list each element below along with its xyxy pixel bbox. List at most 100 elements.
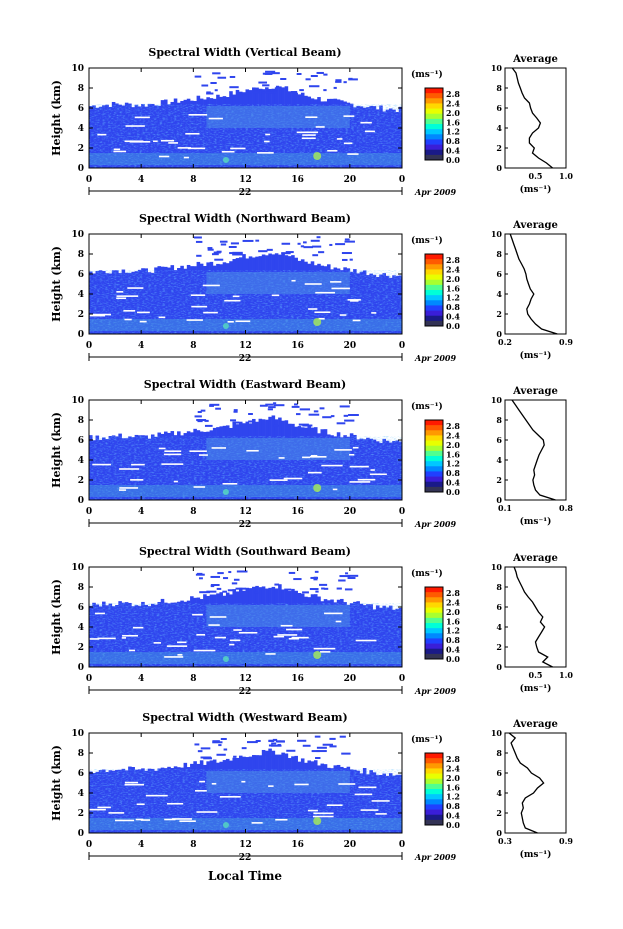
panel-4: Spectral Width (Southward Beam)0 4 8 12 16 20… [50,545,573,697]
heatmap-gap [145,794,168,797]
heatmap-gap [313,647,336,650]
colorbar-swatch [425,466,443,472]
heatmap-gap [338,783,356,785]
colorbar-frame [424,752,444,826]
heatmap-gap [264,140,270,143]
heatmap-gap [89,314,105,317]
heatmap-scatter-upper [217,76,227,79]
avg-frame [504,566,567,668]
avg-x-tick-label: 1.0 [559,171,573,181]
heatmap-gap [122,634,139,637]
heatmap-scatter-upper [344,238,350,241]
avg-x-tick-label: 0.1 [498,503,512,513]
heatmap-gap [332,488,338,491]
heatmap-scatter-upper [286,749,296,752]
heatmap-layer-mid [206,438,350,460]
heatmap-scatter-upper [215,407,221,410]
heatmap-scatter-upper [316,746,327,749]
heatmap-scatter-upper [308,413,320,416]
colorbar-tick-label: 1.6 [446,449,460,459]
heatmap-scatter-upper [274,583,280,586]
heatmap-scatter-upper [242,239,254,242]
y-tick-label: 2 [78,144,84,154]
heatmap-gap [153,140,158,143]
heatmap-gap [271,294,280,297]
heatmap-gap [305,116,318,118]
y-tick-label: 8 [78,84,84,94]
colorbar-tick-label: 1.2 [446,459,460,469]
heatmap-gap [227,321,234,323]
avg-x-tick-label: 0.5 [529,171,543,181]
heatmap-scatter-upper [271,742,277,745]
heatmap-scatter-upper [249,91,260,94]
heatmap-gap [189,450,207,452]
heatmap-scatter-upper [299,89,304,92]
heatmap-gap [128,649,136,652]
heatmap-gap [371,800,390,802]
heatmap-scatter-upper [233,409,238,412]
heatmap-scatter-upper [194,415,202,418]
colorbar-tick-label: 2.8 [446,89,460,99]
heatmap-scatter-upper [200,409,206,412]
heatmap-hotspot [222,656,229,662]
heatmap-field [89,402,403,500]
heatmap-gap [168,142,178,144]
colorbar-swatch [425,300,443,306]
colorbar-swatch [425,768,443,774]
x-tick-label: 0 [399,341,405,351]
colorbar-swatch [425,88,443,94]
colorbar-tick-label: 1.6 [446,283,460,293]
heatmap-gap [188,114,208,116]
heatmap-scatter-upper [296,72,302,75]
heatmap-gap [125,125,145,127]
heatmap-scatter-upper [216,250,222,253]
colorbar-swatch [425,420,443,426]
x-tick-label: 4 [138,507,144,517]
heatmap-gap [199,780,206,783]
y-axis-label: Height (km) [50,246,63,322]
heatmap-gap [347,299,361,301]
heatmap-scatter-upper [348,77,353,80]
heatmap-gap [273,635,285,638]
heatmap-scatter-upper [275,85,280,88]
colorbar-tick-label: 2.0 [446,607,460,617]
avg-y-tick-label: 0 [496,495,502,505]
avg-frame [504,399,567,501]
avg-y-tick-label: 6 [496,103,502,113]
colorbar-swatch [425,274,443,281]
colorbar-tick-label: 2.8 [446,754,460,764]
heatmap-gap [192,613,203,616]
heatmap-gap [352,319,361,322]
heatmap-scatter-upper [211,253,219,256]
heatmap-gap [116,295,139,297]
heatmap-scatter-upper [206,590,217,593]
colorbar-tick-label: 0.4 [446,645,460,655]
heatmap-gap [119,487,139,489]
heatmap-scatter-upper [218,744,222,747]
heatmap-scatter-upper [344,588,353,591]
heatmap-scatter-upper [258,250,268,253]
heatmap-layer-mid [206,106,350,128]
avg-frame [504,732,567,834]
heatmap-gap [277,634,298,636]
heatmap-gap [190,294,206,296]
day-label: 22 [239,520,252,530]
x-tick-label: 8 [190,175,196,185]
heatmap-gap [278,457,285,459]
avg-y-tick-label: 8 [496,249,502,259]
heatmap-gap [113,148,121,151]
colorbar-tick-label: 0.4 [446,146,460,156]
heatmap-scatter-upper [273,404,285,407]
y-axis-label: Height (km) [50,412,63,488]
heatmap-gap [370,469,375,471]
avg-title: Average [512,719,558,730]
colorbar-swatch [425,617,443,624]
day-label: 22 [239,687,252,697]
panel-5: Spectral Width (Westward Beam)0 4 8 12 16 20 0… [50,711,573,863]
heatmap-gap [296,131,319,134]
heatmap-gap [211,447,227,449]
heatmap-scatter-upper [303,246,313,249]
colorbar-tick-label: 2.4 [446,98,460,108]
avg-y-tick-label: 0 [496,329,502,339]
heatmap-scatter-upper [200,756,212,759]
